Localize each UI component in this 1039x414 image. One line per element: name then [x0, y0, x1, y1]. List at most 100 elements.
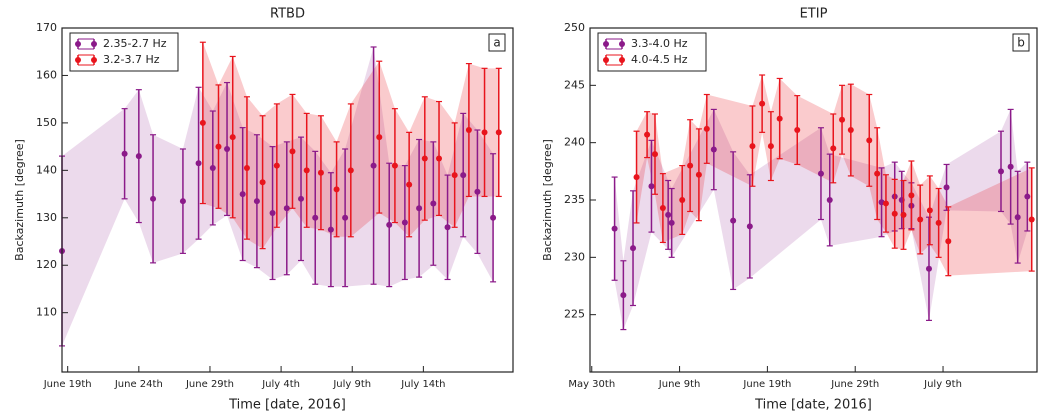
- error-band: [833, 85, 843, 183]
- error-band: [124, 89, 139, 223]
- error-band: [419, 139, 434, 278]
- point: [891, 210, 898, 217]
- error-band: [320, 115, 337, 237]
- y-tick-label: 250: [564, 21, 585, 34]
- point: [668, 219, 675, 226]
- panel-label: a: [493, 36, 500, 50]
- point: [826, 197, 833, 203]
- y-tick-label: 230: [564, 250, 585, 263]
- point: [665, 211, 672, 218]
- legend-label: 2.35-2.7 Hz: [103, 37, 167, 50]
- error-band: [246, 96, 263, 249]
- error-band: [182, 87, 199, 254]
- point: [1007, 163, 1014, 170]
- point: [759, 100, 766, 107]
- error-band: [706, 94, 753, 187]
- error-band: [929, 175, 939, 258]
- point: [767, 143, 774, 150]
- point: [943, 184, 950, 191]
- error-band: [292, 94, 307, 228]
- point: [406, 181, 413, 188]
- point: [298, 195, 305, 202]
- chart-title: RTBD: [270, 7, 305, 22]
- x-axis-label: Time [date, 2016]: [754, 398, 872, 413]
- point: [679, 197, 686, 203]
- error-band: [842, 84, 851, 176]
- point: [633, 174, 640, 181]
- error-band: [454, 63, 469, 228]
- error-band: [1017, 162, 1028, 264]
- error-band: [306, 113, 321, 230]
- legend-marker: [603, 41, 609, 47]
- point: [481, 129, 488, 136]
- error-band: [749, 127, 821, 278]
- x-tick-label: June 29th: [185, 379, 234, 390]
- error-band: [345, 46, 374, 287]
- point: [391, 162, 398, 169]
- point: [620, 292, 627, 299]
- point: [436, 155, 443, 162]
- point: [215, 143, 222, 150]
- point: [695, 171, 702, 178]
- point: [283, 205, 290, 212]
- error-band: [885, 174, 895, 249]
- error-band: [463, 113, 478, 254]
- error-band: [633, 140, 652, 306]
- error-band: [762, 75, 771, 181]
- point: [474, 188, 481, 195]
- point: [900, 211, 907, 218]
- y-axis-label: Backazimuth [degree]: [541, 139, 554, 261]
- error-band: [301, 137, 316, 285]
- y-tick-label: 225: [564, 308, 585, 321]
- point: [421, 155, 428, 162]
- legend-marker: [75, 41, 81, 47]
- x-tick-label: July 4th: [261, 379, 300, 390]
- point: [239, 191, 246, 198]
- x-tick-label: July 9th: [332, 379, 371, 390]
- error-band: [770, 78, 780, 181]
- error-band: [698, 94, 707, 221]
- y-axis-label: Backazimuth [degree]: [13, 139, 26, 261]
- point: [945, 238, 952, 245]
- error-band: [227, 82, 243, 261]
- error-band: [477, 130, 494, 282]
- point: [347, 167, 354, 174]
- y-tick-label: 240: [564, 136, 585, 149]
- y-tick-label: 120: [36, 258, 57, 271]
- point: [303, 167, 310, 174]
- y-tick-label: 150: [36, 116, 57, 129]
- error-band: [212, 82, 228, 225]
- legend-marker: [603, 57, 609, 63]
- point: [659, 205, 666, 212]
- point: [648, 183, 655, 190]
- point: [935, 219, 942, 226]
- point: [495, 129, 502, 136]
- point: [312, 214, 319, 221]
- point: [908, 192, 915, 199]
- point: [224, 145, 231, 152]
- error-band: [668, 180, 672, 258]
- point: [430, 200, 437, 207]
- point: [687, 162, 694, 169]
- error-band: [389, 163, 405, 287]
- error-band: [869, 94, 878, 220]
- point: [370, 162, 377, 169]
- legend-marker: [619, 57, 625, 63]
- error-band: [336, 103, 351, 237]
- point: [830, 145, 837, 152]
- error-band: [654, 114, 663, 243]
- error-band: [153, 134, 183, 263]
- point: [926, 207, 933, 214]
- plot-frame: [61, 27, 514, 373]
- x-tick-label: June 19th: [742, 379, 791, 390]
- error-band: [946, 131, 1001, 212]
- error-band: [1000, 109, 1011, 225]
- y-tick-label: 140: [36, 163, 57, 176]
- point: [997, 168, 1004, 175]
- point: [746, 223, 753, 230]
- panel: RTBD 110 120 130 140 150 160 170 June 19th June 2…: [13, 7, 514, 413]
- error-band: [779, 78, 798, 165]
- point: [749, 143, 756, 150]
- panel-label-box: [1012, 33, 1030, 52]
